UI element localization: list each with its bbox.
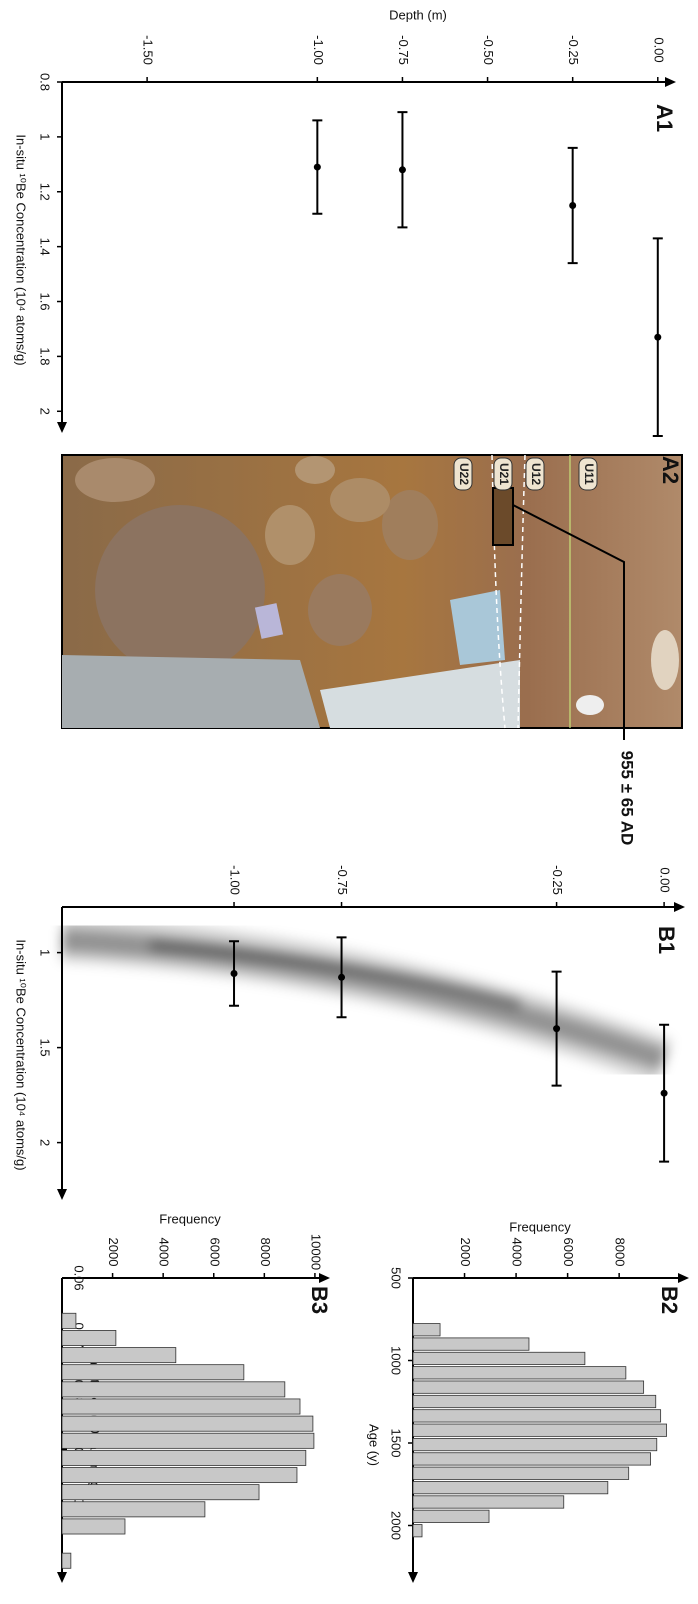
x-axis-label: Age (y) <box>367 1424 382 1466</box>
x-tick-label: 1500 <box>389 1429 404 1458</box>
bar <box>61 1552 72 1569</box>
axis-arrow <box>665 77 676 87</box>
bar <box>412 1495 565 1509</box>
axis-arrow <box>57 1189 67 1200</box>
unit-labels: U11 U12 U21 U22 <box>453 457 598 491</box>
bar <box>61 1484 260 1501</box>
bar <box>412 1437 658 1452</box>
bar <box>61 1330 117 1346</box>
y-tick-label: -0.75 <box>396 35 411 65</box>
x-axis-label: In-situ ¹⁰Be Concentration (10⁴ atoms/g) <box>14 939 29 1170</box>
y-tick-label: 6000 <box>207 1238 222 1267</box>
y-axis-label: Frequency <box>159 1211 221 1226</box>
y-tick-label: 6000 <box>561 1238 576 1267</box>
axis-arrow <box>674 902 685 912</box>
x-tick-label: 0.8 <box>38 73 53 91</box>
y-axis-label: Depth (m) <box>389 7 447 22</box>
bar <box>412 1323 441 1337</box>
x-tick-label: 2 <box>38 1139 53 1146</box>
x-tick-label: 1 <box>38 133 53 140</box>
data-point <box>569 201 577 209</box>
bar <box>61 1467 298 1484</box>
x-tick-label: 0.06 <box>72 1265 87 1290</box>
bar <box>61 1381 286 1398</box>
bar <box>412 1481 609 1495</box>
x-tick-label: 1.6 <box>38 292 53 310</box>
x-tick-label: 2000 <box>389 1511 404 1540</box>
y-tick-label: 8000 <box>613 1238 628 1267</box>
model-envelope <box>60 915 672 1084</box>
y-axis-label: Frequency <box>509 1219 571 1234</box>
x-tick-label: 500 <box>389 1267 404 1289</box>
x-tick-label: 1.4 <box>38 238 53 256</box>
bar <box>61 1312 77 1329</box>
y-tick-label: -0.25 <box>566 35 581 65</box>
age-annotation: 955 ± 65 AD <box>618 751 637 846</box>
axis-arrow <box>678 1273 689 1283</box>
bar <box>412 1351 586 1366</box>
bar <box>412 1380 645 1394</box>
y-tick-label: -0.75 <box>335 865 350 895</box>
axis-arrow <box>57 1572 67 1583</box>
data-point <box>338 973 346 981</box>
bar <box>61 1449 307 1466</box>
bar <box>412 1466 630 1480</box>
bar <box>412 1366 627 1380</box>
bar <box>61 1415 314 1432</box>
y-tick-label: 0.00 <box>658 867 673 892</box>
bar <box>412 1509 490 1523</box>
bar <box>412 1524 423 1538</box>
bar <box>412 1337 530 1351</box>
photo: U11 U12 U21 U22 A2 955 ± 65 AD <box>61 454 683 846</box>
x-axis-label: In-situ ¹⁰Be Concentration (10⁴ atoms/g) <box>14 134 29 365</box>
data-point <box>398 166 406 174</box>
panel-label: B3 <box>307 1286 332 1314</box>
bar <box>61 1501 206 1518</box>
bar <box>412 1409 662 1423</box>
panel-label: A2 <box>658 456 683 484</box>
x-tick-label: 1 <box>38 949 53 956</box>
bar <box>412 1452 651 1466</box>
axis-arrow <box>57 422 67 433</box>
axis-arrow <box>319 1273 330 1283</box>
data-point <box>230 970 238 977</box>
x-tick-label: 1000 <box>389 1346 404 1375</box>
bar <box>412 1394 657 1409</box>
bar <box>412 1423 667 1437</box>
y-tick-label: 2000 <box>458 1238 473 1267</box>
y-tick-label: 8000 <box>258 1238 273 1267</box>
panel-label: B2 <box>657 1286 682 1314</box>
bar <box>61 1364 245 1381</box>
bar <box>61 1398 301 1415</box>
y-tick-label: -1.00 <box>311 35 326 65</box>
y-tick-label: -1.50 <box>141 35 156 65</box>
y-tick-label: 0.00 <box>651 37 666 62</box>
y-tick-label: -1.00 <box>228 865 243 895</box>
y-tick-label: 10000 <box>308 1234 323 1270</box>
data-point <box>654 333 662 341</box>
unit-label: U22 <box>457 463 471 485</box>
y-tick-label: 4000 <box>157 1238 172 1267</box>
data-point <box>660 1089 668 1097</box>
data-point <box>553 1025 561 1033</box>
bar <box>61 1518 126 1535</box>
panel-label: A1 <box>652 104 677 132</box>
bar <box>61 1347 177 1364</box>
unit-label: U11 <box>582 463 596 485</box>
x-tick-label: 1.2 <box>38 183 53 201</box>
y-tick-label: 4000 <box>510 1238 525 1267</box>
y-tick-label: -0.25 <box>550 865 565 895</box>
panel-label: B1 <box>654 926 679 954</box>
data-point <box>313 163 321 171</box>
bar <box>61 1432 315 1449</box>
unit-label: U21 <box>497 463 511 485</box>
x-tick-label: 1.5 <box>38 1039 53 1057</box>
axis-arrow <box>408 1572 418 1583</box>
x-tick-label: 2 <box>38 408 53 415</box>
unit-label: U12 <box>529 463 543 485</box>
y-tick-label: 2000 <box>106 1238 121 1267</box>
x-tick-label: 1.8 <box>38 347 53 365</box>
y-tick-label: -0.50 <box>481 35 496 65</box>
